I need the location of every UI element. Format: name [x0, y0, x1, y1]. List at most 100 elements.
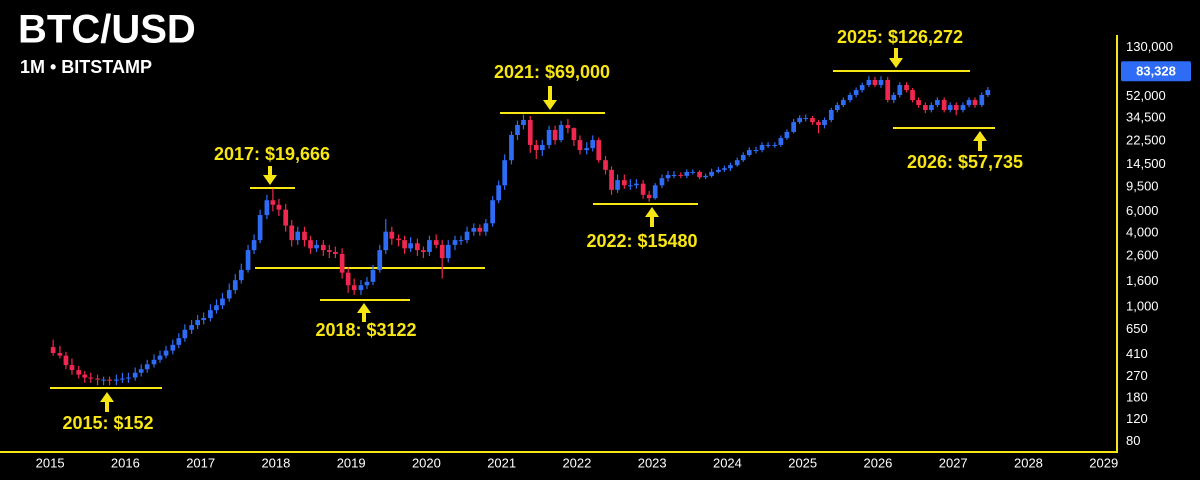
candle-body	[621, 180, 627, 186]
y-tick-label: 650	[1126, 321, 1148, 336]
y-tick-label: 22,500	[1126, 132, 1166, 147]
candle-body	[985, 90, 991, 96]
candle-body	[546, 129, 552, 145]
x-tick-label: 2020	[412, 455, 441, 470]
candle-body	[671, 174, 677, 176]
annotation: 2025: $126,272	[837, 27, 963, 47]
last-price-tag	[1121, 61, 1191, 82]
x-tick-label: 2019	[337, 455, 366, 470]
arrow	[100, 392, 114, 412]
candle-body	[746, 150, 752, 156]
candle-body	[803, 117, 809, 119]
candle-body	[878, 79, 884, 86]
candle-body	[716, 169, 721, 172]
candle-body	[834, 105, 840, 110]
candle-body	[640, 183, 646, 195]
candle-body	[358, 285, 364, 291]
candle-body	[496, 185, 502, 201]
x-tick-label: 2021	[487, 455, 516, 470]
candle-body	[220, 298, 225, 306]
arrow	[543, 86, 557, 110]
candle-body	[509, 134, 514, 161]
candle-body	[182, 329, 188, 339]
candle-body	[445, 244, 451, 259]
candle-body	[264, 200, 270, 216]
candle-body	[189, 325, 194, 330]
candle-body	[828, 109, 834, 120]
y-tick-label: 270	[1126, 368, 1148, 383]
candle-body	[652, 185, 658, 199]
x-tick-label: 2029	[1089, 455, 1118, 470]
candle-body	[464, 231, 470, 241]
candle-body	[339, 253, 345, 273]
annotation: 2021: $69,000	[494, 62, 610, 82]
candle-body	[408, 243, 413, 249]
candle-body	[402, 240, 407, 249]
x-tick-label: 2025	[788, 455, 817, 470]
candle-body	[95, 378, 100, 380]
candle-body	[778, 138, 784, 145]
candle-body	[57, 353, 63, 356]
last-price-label: 83,328	[1136, 64, 1176, 79]
candle-body	[126, 377, 131, 379]
candle-body	[979, 95, 985, 106]
candle-body	[477, 227, 483, 232]
candle-body	[302, 231, 307, 241]
x-tick-label: 2028	[1014, 455, 1043, 470]
candle-body	[107, 379, 112, 381]
candle-body	[238, 269, 244, 281]
candle-body	[427, 240, 432, 253]
annotation: 2022: $15480	[586, 231, 697, 251]
candle-body	[257, 215, 263, 241]
arrow	[973, 131, 987, 151]
arrow	[263, 166, 277, 185]
candle-body	[138, 369, 144, 373]
candle-body	[872, 79, 878, 86]
candle-body	[471, 227, 477, 232]
candle-body	[972, 100, 978, 106]
candle-body	[144, 364, 150, 370]
candle-body	[552, 129, 558, 141]
y-tick-label: 1,000	[1126, 298, 1159, 313]
candle-body	[690, 171, 696, 173]
candle-body	[389, 231, 395, 239]
candles	[50, 76, 991, 386]
candle-body	[596, 140, 602, 161]
candle-body	[245, 250, 251, 270]
candle-body	[947, 105, 953, 110]
candle-body	[132, 372, 138, 378]
candle-body	[960, 105, 966, 110]
candle-body	[421, 250, 426, 253]
candle-body	[678, 174, 684, 176]
candle-body	[114, 379, 119, 381]
candle-body	[646, 194, 652, 199]
candle-body	[539, 144, 545, 151]
candle-body	[816, 122, 821, 126]
candle-body	[377, 250, 383, 270]
annotation: 2018: $3122	[315, 320, 416, 340]
y-tick-label: 2,600	[1126, 247, 1159, 262]
candle-body	[345, 272, 351, 286]
candle-body	[734, 160, 740, 166]
candle-body	[163, 350, 169, 356]
y-tick-label: 52,000	[1126, 88, 1166, 103]
candle-body	[415, 243, 420, 251]
candle-body	[609, 169, 614, 190]
candle-body	[565, 125, 571, 129]
candle-body	[226, 290, 232, 299]
y-tick-label: 130,000	[1126, 39, 1173, 54]
candle-body	[521, 119, 526, 126]
candle-body	[201, 318, 207, 321]
y-tick-label: 80	[1126, 433, 1140, 448]
x-tick-label: 2022	[562, 455, 591, 470]
x-tick-label: 2015	[36, 455, 65, 470]
candle-body	[527, 119, 533, 145]
candle-body	[232, 280, 238, 291]
candle-body	[283, 209, 289, 226]
candle-body	[533, 144, 539, 151]
candle-body	[270, 200, 276, 205]
y-tick-label: 34,500	[1126, 110, 1166, 125]
candle-body	[740, 155, 746, 161]
candle-body	[176, 338, 182, 345]
